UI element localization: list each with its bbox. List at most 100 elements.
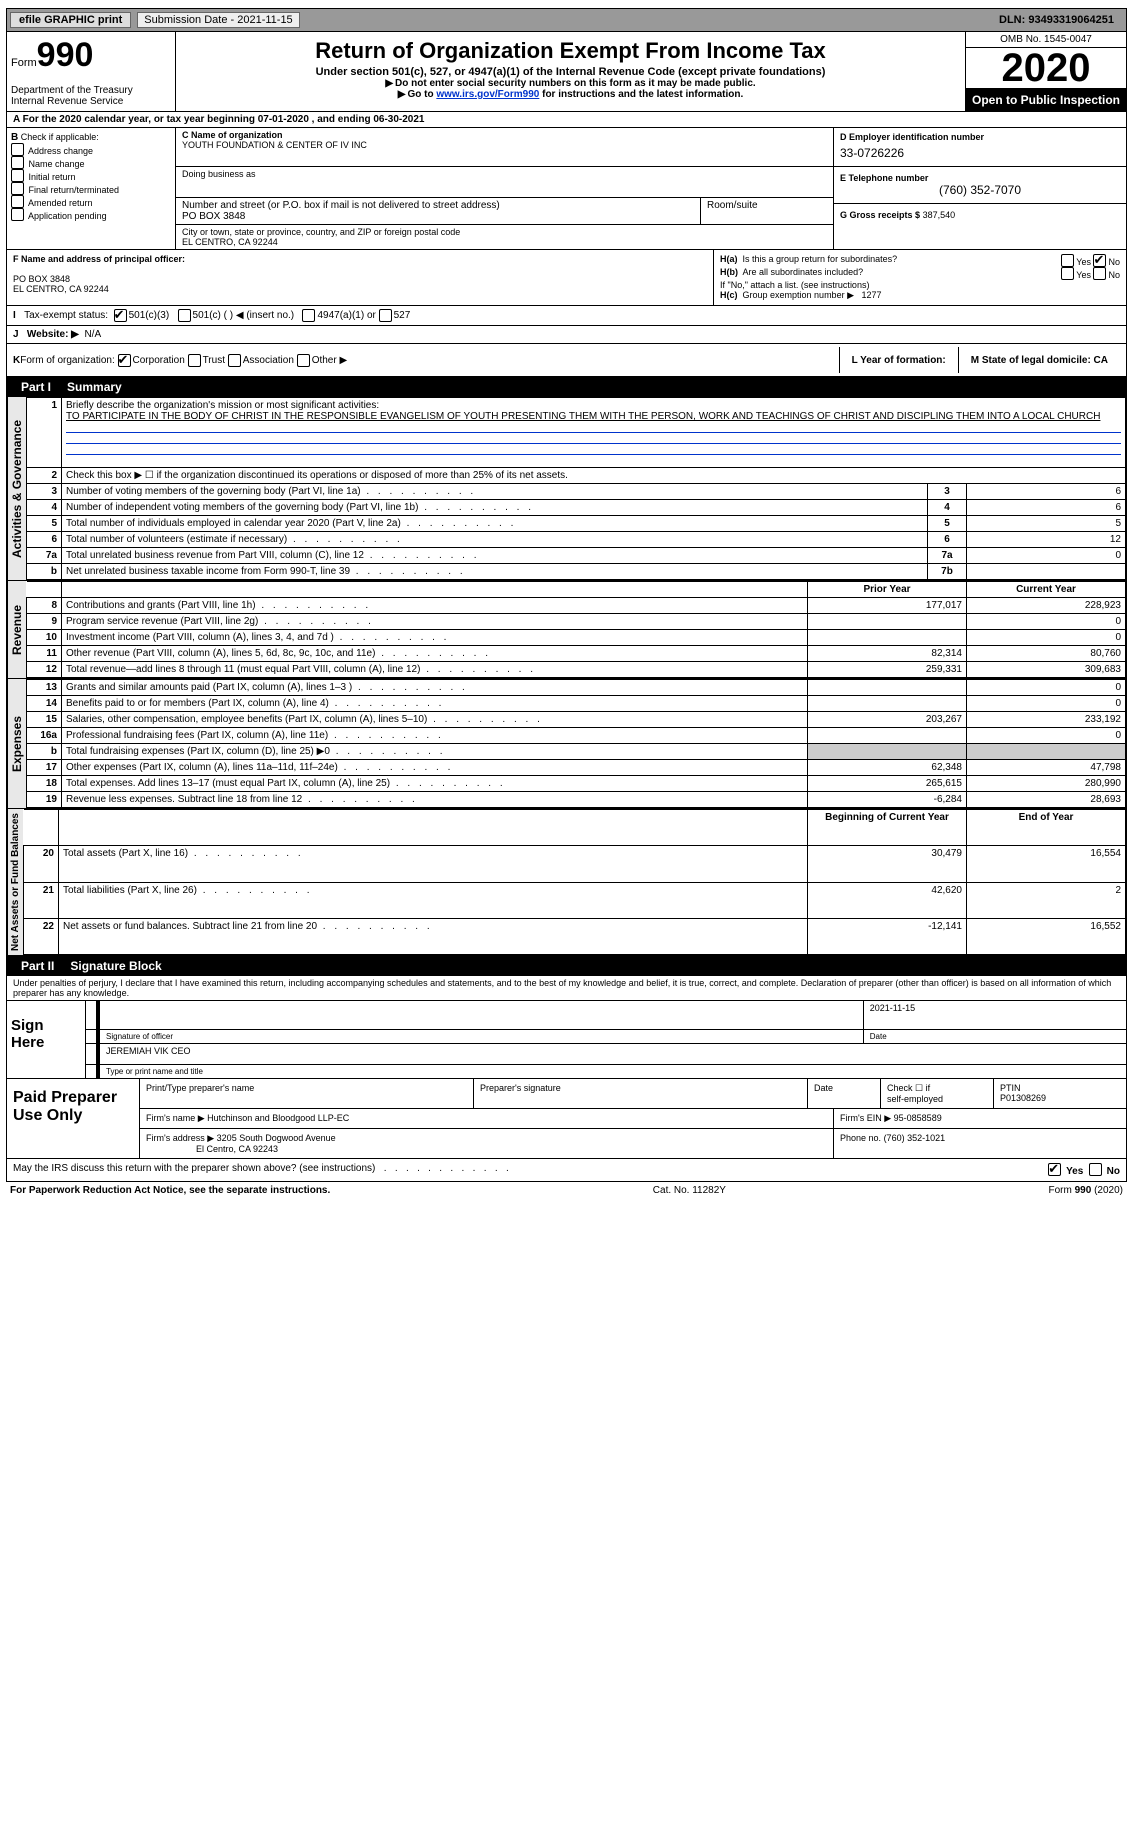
chk-ha-no[interactable] [1093,254,1106,267]
opt-name-change: Name change [29,159,85,169]
chk-501c3[interactable] [114,309,127,322]
partII-title: Signature Block [62,959,161,973]
sig-date: 2021-11-15 [864,1001,1126,1029]
line2-text: Check this box ▶ ☐ if the organization d… [62,468,1126,484]
chk-app-pending[interactable] [11,208,24,221]
irs-link[interactable]: www.irs.gov/Form990 [436,89,539,100]
org-city: EL CENTRO, CA 92244 [182,237,278,247]
chk-trust[interactable] [188,354,201,367]
officer-addr1: PO BOX 3848 [13,274,70,284]
partII-num: Part II [13,959,62,973]
opt-527: 527 [394,310,411,321]
tax-year: 2020 [966,48,1126,89]
chk-501c[interactable] [178,309,191,322]
opt-app-pending: Application pending [28,211,107,221]
chk-ha-yes[interactable] [1061,254,1074,267]
hdr-beg: Beginning of Current Year [808,810,967,846]
table-row: 8Contributions and grants (Part VIII, li… [27,598,1126,614]
Hc-label: Group exemption number ▶ [743,290,854,300]
table-row: 10Investment income (Part VIII, column (… [27,630,1126,646]
prep-label: Paid Preparer Use Only [7,1079,140,1158]
row-F-H: F Name and address of principal officer:… [6,250,1127,306]
section-B-C-D: B Check if applicable: Address change Na… [6,128,1127,250]
paid-preparer: Paid Preparer Use Only Print/Type prepar… [6,1079,1127,1159]
firm-name: Hutchinson and Bloodgood LLP-EC [207,1113,349,1123]
chk-assoc[interactable] [228,354,241,367]
chk-discuss-no[interactable] [1089,1163,1102,1176]
table-row: 14Benefits paid to or for members (Part … [27,696,1126,712]
table-row: 3Number of voting members of the governi… [27,484,1126,500]
firm-label: Firm's name ▶ [146,1113,205,1123]
mission-text: TO PARTICIPATE IN THE BODY OF CHRIST IN … [66,411,1100,422]
firm-ein: 95-0858589 [894,1113,942,1123]
tel-value: (760) 352-7070 [840,183,1120,197]
row-I: I Tax-exempt status: 501(c)(3) 501(c) ( … [6,306,1127,326]
penalties-text: Under penalties of perjury, I declare th… [6,976,1127,1001]
opt-initial-return: Initial return [29,172,76,182]
dba-hdr: Doing business as [182,169,256,179]
chk-name-change[interactable] [11,156,24,169]
chk-initial-return[interactable] [11,169,24,182]
addr-hdr: Number and street (or P.O. box if mail i… [182,200,500,211]
form-number: Form990 [11,36,171,75]
ha-yes: Yes [1076,257,1091,267]
opt-trust: Trust [203,355,225,366]
gross-value: 387,540 [923,210,956,220]
footer-right: Form 990 (2020) [1049,1185,1123,1196]
table-row: 21Total liabilities (Part X, line 26)42,… [24,882,1126,918]
side-rev: Revenue [7,581,26,678]
prep-h1: Print/Type preparer's name [140,1079,474,1108]
side-net: Net Assets or Fund Balances [7,809,23,955]
Hc-value: 1277 [862,290,882,300]
chk-hb-yes[interactable] [1061,267,1074,280]
prep-h4b: self-employed [887,1094,943,1104]
B-label: Check if applicable: [21,132,99,142]
table-row: 7aTotal unrelated business revenue from … [27,548,1126,564]
chk-address-change[interactable] [11,143,24,156]
efile-print-button[interactable]: efile GRAPHIC print [10,12,131,28]
date-label: Date [864,1030,1126,1043]
chk-527[interactable] [379,309,392,322]
form-title: Return of Organization Exempt From Incom… [182,38,959,64]
table-row: 15Salaries, other compensation, employee… [27,712,1126,728]
chk-amended[interactable] [11,195,24,208]
chk-4947[interactable] [302,309,315,322]
chk-corp[interactable] [118,354,131,367]
Ha-question: Is this a group return for subordinates? [743,254,898,264]
discuss-yes: Yes [1066,1166,1083,1177]
hdr-curr: Current Year [967,582,1126,598]
firm-addr1: 3205 South Dogwood Avenue [217,1133,336,1143]
exp-table: 13Grants and similar amounts paid (Part … [26,679,1126,808]
submission-date: Submission Date - 2021-11-15 [137,12,299,28]
ptin: P01308269 [1000,1093,1046,1103]
side-gov: Activities & Governance [7,397,26,580]
chk-hb-no[interactable] [1093,267,1106,280]
form-990: 990 [37,36,94,74]
ha-no: No [1108,257,1120,267]
hb-no: No [1108,270,1120,280]
net-section: Net Assets or Fund Balances Beginning of… [6,809,1127,956]
tel-hdr: E Telephone number [840,173,1120,183]
table-row: bNet unrelated business taxable income f… [27,564,1126,580]
chk-final-return[interactable] [11,182,24,195]
officer-name: JEREMIAH VIK CEO [96,1044,1126,1064]
opt-4947: 4947(a)(1) or [317,310,375,321]
J-label: Website: ▶ [27,329,79,340]
discuss-row: May the IRS discuss this return with the… [6,1159,1127,1182]
B-letter: B [11,132,18,143]
line1-label: Briefly describe the organization's miss… [66,400,379,411]
L-label: L Year of formation: [852,355,946,366]
org-name: YOUTH FOUNDATION & CENTER OF IV INC [182,140,367,150]
chk-other[interactable] [297,354,310,367]
officer-addr2: EL CENTRO, CA 92244 [13,284,109,294]
net-table: Beginning of Current Year End of Year 20… [23,809,1126,955]
sign-here: Sign Here [7,1001,86,1078]
goto-post: for instructions and the latest informat… [539,89,743,100]
gov-section: Activities & Governance 1 Briefly descri… [6,397,1127,581]
part-ii-header: Part II Signature Block [6,956,1127,976]
chk-discuss-yes[interactable] [1048,1163,1061,1176]
Hb-note: If "No," attach a list. (see instruction… [720,280,1120,290]
Hb-question: Are all subordinates included? [743,267,864,277]
F-hdr: F Name and address of principal officer: [13,254,185,264]
hb-yes: Yes [1076,270,1091,280]
